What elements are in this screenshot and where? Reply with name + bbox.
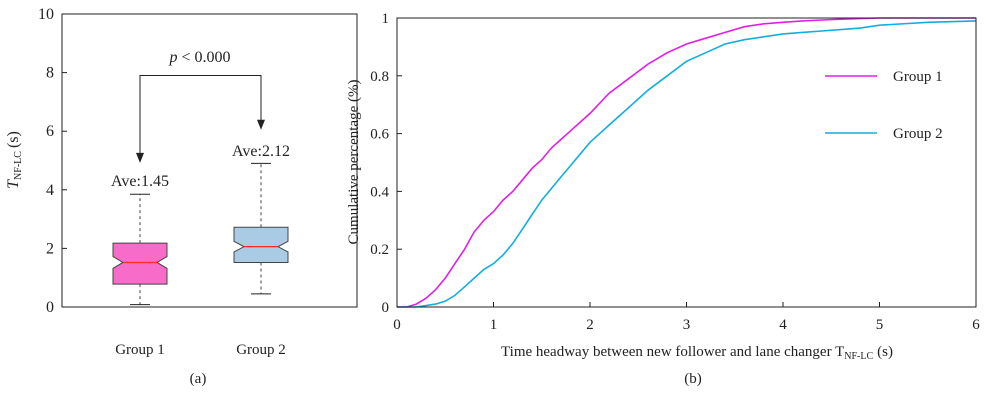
boxplot-panel: 0 2 4 6 8 10 Group 1 Group 2 p < 0.000 Ave:1.4… (5, 6, 358, 387)
average-label-group1: Ave:1.45 (111, 173, 169, 190)
boxplot-plot-frame (61, 13, 358, 308)
boxplot-y-axis: 0 2 4 6 8 10 (38, 6, 67, 316)
cdf-legend: Group 1 Group 2 (825, 69, 943, 142)
x-tick-label: 2 (586, 317, 594, 333)
box-body (112, 242, 168, 285)
y-tick-label: 8 (46, 65, 54, 82)
box-body (233, 226, 289, 263)
cdf-y-axis: 0 0.2 0.4 0.6 0.8 1 (370, 11, 402, 316)
y-tick-label: 10 (38, 6, 54, 23)
panel-label-b: (b) (684, 371, 702, 387)
panel-label-a: (a) (190, 371, 207, 387)
x-category-label: Group 1 (115, 342, 165, 358)
x-category-label: Group 2 (236, 342, 286, 358)
boxplot-annotations: p < 0.000 Ave:1.45 Ave:2.12 (111, 49, 290, 190)
x-tick-label: 1 (490, 317, 498, 333)
x-label-text: Time headway between new follower and la… (501, 344, 844, 360)
cdf-x-label: Time headway between new follower and la… (501, 344, 893, 362)
y-tick-label: 6 (46, 123, 54, 140)
cdf-panel: 0 0.2 0.4 0.6 0.8 1 0 1 2 3 4 5 6 Group 1 Group 2 Cu… (346, 11, 980, 387)
p-symbol: p (168, 49, 177, 66)
significance-bracket (139, 75, 262, 155)
p-value: < 0.000 (177, 49, 230, 66)
cdf-lines (397, 17, 977, 308)
boxplot-y-label: TNF-LC (s) (5, 131, 24, 189)
y-tick-label: 0.2 (370, 242, 389, 258)
arrowhead-group1 (136, 152, 144, 163)
x-label-unit: (s) (877, 344, 893, 360)
cdf-y-label: Cumulative percentage (%) (346, 80, 362, 245)
y-tick-label: 1 (382, 11, 390, 27)
box-group-2 (233, 162, 289, 295)
y-tick-label: 0.4 (370, 184, 389, 200)
boxplot-x-axis: Group 1 Group 2 (115, 342, 286, 358)
legend-label: Group 2 (893, 126, 943, 142)
x-tick-label: 0 (393, 317, 401, 333)
y-tick-label: 0.8 (370, 69, 389, 85)
x-tick-label: 3 (683, 317, 691, 333)
y-label-symbol: T (5, 179, 22, 189)
p-value-label: p < 0.000 (168, 49, 230, 66)
x-label-subscript: NF-LC (844, 351, 873, 362)
legend-label: Group 1 (893, 69, 943, 85)
cdf-plot-frame (396, 17, 977, 308)
y-tick-label: 2 (46, 240, 54, 257)
y-tick-label: 4 (46, 182, 54, 199)
x-tick-label: 6 (972, 317, 980, 333)
series-line-group-1 (397, 17, 976, 308)
x-tick-label: 5 (876, 317, 884, 333)
average-label-group2: Ave:2.12 (232, 143, 290, 160)
y-tick-label: 0 (46, 299, 54, 316)
arrowhead-group2 (257, 119, 265, 130)
y-label-unit: (s) (5, 131, 22, 148)
y-tick-label: 0.6 (370, 127, 389, 143)
box-group-1 (112, 193, 168, 306)
cdf-x-axis: 0 1 2 3 4 5 6 (393, 302, 980, 333)
boxplot-boxes (112, 162, 289, 306)
x-tick-label: 4 (779, 317, 787, 333)
y-tick-label: 0 (382, 300, 390, 316)
y-label-subscript: NF-LC (13, 151, 24, 180)
series-line-group-2 (397, 20, 977, 308)
